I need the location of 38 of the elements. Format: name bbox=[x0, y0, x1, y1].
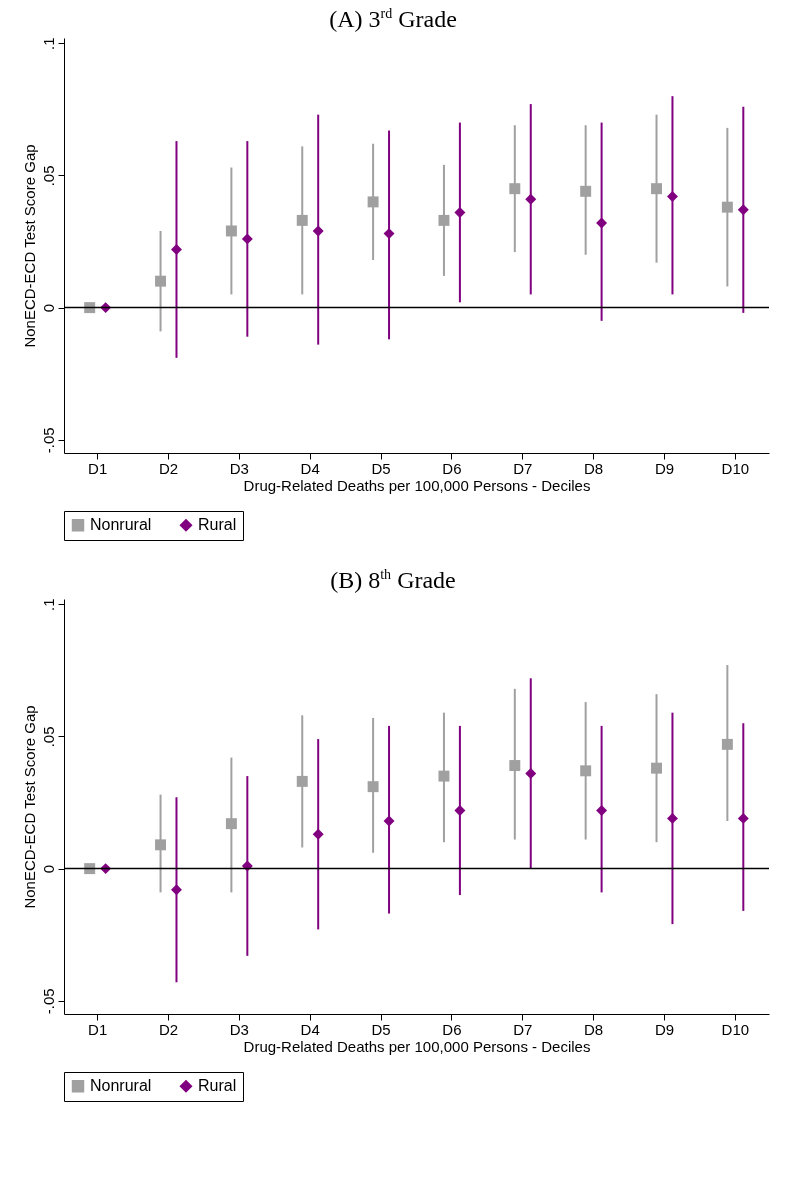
x-tick-label: D1 bbox=[88, 1020, 108, 1038]
x-tick-label: D6 bbox=[442, 1020, 462, 1038]
x-tick-label: D3 bbox=[229, 459, 249, 477]
x-tick-label: D5 bbox=[371, 459, 391, 477]
y-tick-label: .1 bbox=[39, 598, 57, 612]
x-tick-label: D7 bbox=[513, 1020, 533, 1038]
chart-title: (B) 8$^{th}$ Grade bbox=[329, 567, 457, 594]
legend-label: Nonrural bbox=[90, 1077, 152, 1095]
x-tick-label: D9 bbox=[654, 459, 675, 477]
y-tick-label: 0 bbox=[39, 864, 57, 874]
y-axis-title: NonECD-ECD Test Score Gap bbox=[20, 144, 38, 348]
y-tick-label: -.05 bbox=[39, 427, 57, 454]
x-tick-label: D9 bbox=[654, 1020, 675, 1038]
x-tick-label: D7 bbox=[513, 459, 533, 477]
x-tick-label: D3 bbox=[229, 1020, 249, 1038]
x-tick-label: D8 bbox=[584, 459, 604, 477]
y-tick-label: -.05 bbox=[39, 988, 57, 1015]
x-tick-label: D5 bbox=[371, 1020, 391, 1038]
x-tick-label: D10 bbox=[721, 459, 750, 477]
y-tick-label: 0 bbox=[39, 303, 57, 313]
x-axis-title: Drug-Related Deaths per 100,000 Persons - Deciles bbox=[243, 1037, 591, 1055]
x-tick-label: D1 bbox=[88, 459, 108, 477]
y-axis-title: NonECD-ECD Test Score Gap bbox=[20, 705, 38, 909]
x-axis-title: Drug-Related Deaths per 100,000 Persons - Deciles bbox=[243, 476, 591, 494]
x-tick-label: D4 bbox=[300, 459, 320, 477]
legend-label: Rural bbox=[198, 516, 237, 534]
chart-title: (A) 3$^{rd}$ Grade bbox=[328, 6, 458, 33]
x-tick-label: D6 bbox=[442, 459, 462, 477]
x-tick-label: D2 bbox=[158, 1020, 179, 1038]
x-tick-label: D4 bbox=[300, 1020, 320, 1038]
x-tick-label: D8 bbox=[584, 1020, 604, 1038]
x-tick-label: D2 bbox=[158, 459, 179, 477]
y-tick-label: .1 bbox=[39, 37, 57, 51]
x-tick-label: D10 bbox=[721, 1020, 750, 1038]
legend-label: Rural bbox=[198, 1077, 237, 1095]
y-tick-label: .05 bbox=[39, 165, 57, 187]
legend-label: Nonrural bbox=[90, 516, 152, 534]
y-tick-label: .05 bbox=[39, 726, 57, 748]
